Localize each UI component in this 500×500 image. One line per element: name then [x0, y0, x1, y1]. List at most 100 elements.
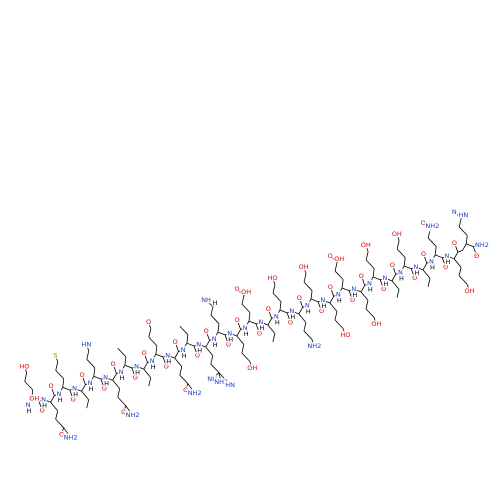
- atom-label: O: [421, 250, 426, 258]
- bond: [224, 334, 229, 345]
- bond: [379, 279, 384, 290]
- bond: [442, 255, 448, 259]
- atom-label: H: [259, 324, 264, 332]
- bond: [311, 339, 315, 347]
- bond: [117, 348, 127, 358]
- atom-label: H: [197, 346, 202, 354]
- bond: [453, 251, 459, 260]
- bond: [396, 248, 406, 258]
- bond: [217, 331, 226, 336]
- atom-label: O: [390, 261, 395, 269]
- atom-label: O: [288, 318, 293, 326]
- atom-label: H: [166, 357, 171, 365]
- bond: [148, 336, 158, 347]
- atom-label: NH: [207, 375, 217, 383]
- bond: [43, 399, 51, 403]
- bond: [241, 295, 245, 305]
- atom-label: O: [319, 307, 324, 315]
- bond: [298, 313, 307, 323]
- bond: [55, 418, 64, 428]
- bond: [465, 235, 468, 244]
- bond: [380, 277, 386, 281]
- bond: [336, 258, 340, 263]
- atom-label: O: [421, 219, 426, 227]
- bond: [341, 287, 350, 292]
- atom-label: O: [235, 316, 240, 324]
- bond: [360, 285, 366, 293]
- atom-label: NH2: [214, 378, 228, 386]
- bond: [93, 375, 102, 380]
- bond: [117, 388, 121, 398]
- bond: [460, 214, 464, 219]
- bond: [365, 259, 375, 269]
- bond: [303, 273, 307, 283]
- bond: [178, 349, 184, 352]
- bond: [85, 382, 91, 385]
- bond: [334, 319, 344, 329]
- atom-label: N: [289, 307, 294, 315]
- bond: [105, 377, 113, 381]
- bond: [209, 338, 215, 341]
- bond: [435, 254, 443, 259]
- atom-label: O: [257, 329, 262, 337]
- atom-label: N: [305, 302, 310, 310]
- bond: [205, 330, 210, 341]
- atom-label: O: [48, 382, 53, 390]
- atom-label: H: [399, 275, 404, 283]
- bond: [429, 225, 433, 230]
- bond: [298, 297, 304, 308]
- atom-label: H: [73, 390, 78, 398]
- bond: [241, 352, 251, 362]
- bond: [179, 374, 189, 384]
- bond: [50, 395, 55, 403]
- bond: [396, 233, 400, 241]
- bond: [453, 258, 462, 268]
- atom-label: OH: [464, 287, 474, 295]
- bond: [69, 389, 74, 400]
- atom-label: O: [146, 318, 151, 326]
- atom-label: H: [337, 297, 342, 305]
- bond: [193, 345, 198, 356]
- bond: [271, 316, 277, 319]
- atom-label: H: [414, 269, 419, 277]
- bond: [54, 393, 60, 396]
- atom-label: O: [164, 362, 169, 370]
- atom-label: N: [320, 296, 325, 304]
- bond: [272, 284, 276, 294]
- bond: [279, 309, 288, 314]
- bond: [422, 269, 431, 279]
- bond: [333, 294, 339, 297]
- bond: [248, 320, 257, 325]
- bond: [81, 375, 86, 385]
- atom-label: O: [183, 386, 188, 394]
- atom-label: H: [321, 302, 326, 310]
- bond: [446, 255, 455, 260]
- atom-label: N: [382, 274, 387, 282]
- atom-label: HO: [340, 331, 350, 339]
- bond: [86, 359, 96, 369]
- bond: [272, 292, 282, 302]
- bond: [185, 383, 189, 391]
- bond: [81, 384, 86, 392]
- bond: [334, 311, 338, 321]
- bond: [50, 402, 58, 411]
- bond: [255, 321, 261, 325]
- bond: [86, 399, 90, 409]
- atom-label: H: [430, 264, 435, 272]
- atom-label: O: [350, 296, 355, 304]
- bond: [143, 368, 152, 378]
- bond: [162, 356, 167, 367]
- atom-label: HN: [458, 211, 468, 219]
- bond: [427, 278, 431, 287]
- bond: [334, 262, 338, 272]
- bond: [240, 327, 246, 330]
- atom-label: N: [258, 318, 263, 326]
- atom-label: NH2: [307, 342, 321, 350]
- atom-label: O: [40, 407, 45, 415]
- bond: [303, 330, 313, 340]
- atom-label: N: [181, 346, 186, 354]
- atom-label: O: [121, 408, 126, 416]
- bond: [241, 303, 251, 313]
- atom-label: OH: [334, 255, 344, 263]
